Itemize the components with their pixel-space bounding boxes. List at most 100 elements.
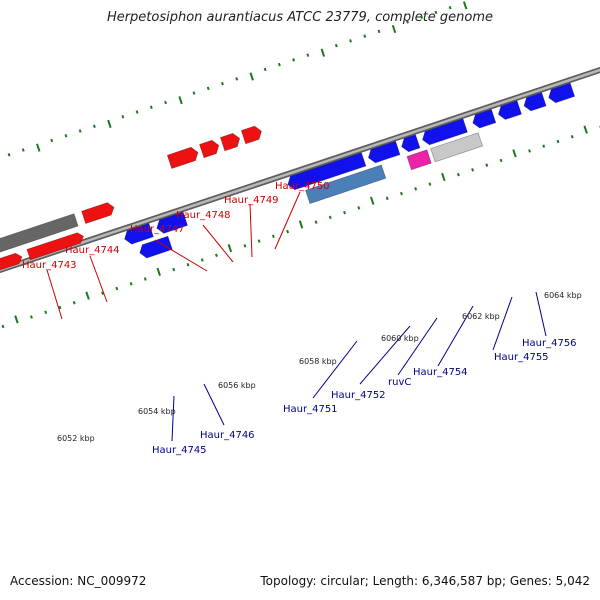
scale-tick — [36, 143, 41, 152]
scale-tick — [271, 234, 275, 239]
scale-tick — [143, 277, 147, 281]
scale-label-6058-kbp: 6058 kbp — [299, 357, 337, 366]
scale-tick — [58, 305, 62, 310]
feature-pseudo — [430, 132, 484, 163]
gene-label-haur-4749: Haur_4749 — [224, 195, 279, 206]
scale-tick — [357, 206, 361, 210]
scale-tick — [78, 129, 82, 133]
gene — [81, 202, 115, 224]
scale-tick — [441, 172, 446, 182]
scale-tick — [21, 148, 25, 152]
leader-line — [154, 239, 208, 272]
scale-tick — [206, 86, 210, 91]
scale-tick — [215, 253, 218, 258]
scale-tick — [14, 315, 19, 324]
gene-haur-4751 — [287, 152, 367, 191]
leader-line — [249, 203, 253, 258]
scale-tick — [328, 215, 332, 220]
leader-line — [535, 291, 547, 337]
scale-tick — [556, 139, 560, 144]
scale-tick — [292, 58, 296, 62]
scale-tick — [400, 191, 403, 196]
scale-label-6060-kbp: 6060 kbp — [381, 334, 419, 343]
scale-label-6056-kbp: 6056 kbp — [218, 381, 256, 390]
genome-backbone — [0, 66, 600, 274]
scale-tick — [369, 196, 375, 205]
scale-tick — [385, 196, 389, 201]
rna-ruvc — [406, 149, 432, 171]
scale-tick — [349, 39, 352, 43]
scale-tick — [428, 182, 432, 186]
scale-tick — [235, 77, 239, 81]
gene — [0, 252, 23, 271]
scale-tick — [221, 81, 224, 86]
scale-tick — [107, 119, 112, 129]
scale-tick — [542, 144, 546, 148]
scale-tick — [178, 96, 183, 105]
map-title: Herpetosiphon aurantiacus ATCC 23779, co… — [106, 10, 494, 25]
scale-tick — [528, 149, 531, 153]
scale-tick — [462, 1, 468, 10]
scale-tick — [192, 91, 196, 95]
genome-summary: Topology: circular; Length: 6,346,587 bp… — [260, 574, 590, 588]
scale-tick — [406, 20, 409, 24]
backbone-highlight — [0, 68, 600, 272]
gene — [401, 134, 421, 153]
scale-tick — [186, 263, 190, 267]
leader-line — [397, 317, 438, 376]
scale-tick — [448, 5, 452, 10]
scale-tick — [149, 105, 153, 110]
scale-tick — [92, 124, 96, 129]
scale-tick — [7, 152, 11, 157]
gene-label-haur-4754: Haur_4754 — [413, 367, 468, 378]
scale-tick — [164, 100, 167, 105]
label-leaders — [46, 191, 547, 442]
scale-tick — [314, 220, 318, 224]
gene-haur-4747 — [166, 146, 199, 169]
scale-tick — [121, 115, 125, 119]
gene-label-haur-4747: Haur_4747 — [130, 224, 185, 235]
gene-label-haur-4744: Haur_4744 — [65, 245, 120, 256]
scale-tick — [512, 149, 517, 158]
scale-tick — [1, 324, 5, 329]
gene-label-haur-4750: Haur_4750 — [275, 181, 330, 192]
scale-tick — [298, 220, 304, 229]
gene-label-haur-4743: Haur_4743 — [22, 260, 77, 271]
gene-haur-4745 — [139, 235, 173, 259]
scale-tick — [243, 244, 247, 248]
leader-line — [46, 269, 63, 320]
gene-label-haur-4748: Haur_4748 — [176, 210, 231, 221]
gene-haur-4743 — [26, 232, 85, 261]
scale-tick — [471, 168, 475, 172]
gene — [548, 82, 576, 104]
leader-line — [437, 305, 474, 367]
scale-tick — [363, 34, 367, 38]
scale-tick — [249, 72, 254, 81]
leader-line — [492, 296, 513, 351]
map-labels: Haur_4743 Haur_4744 Haur_4747 Haur_4748 Haur… — [22, 181, 582, 456]
scale-tick — [334, 43, 338, 48]
scale-tick — [414, 187, 418, 191]
scale-tick — [50, 138, 54, 143]
gene-haur-4756 — [497, 100, 522, 120]
scale-tick — [85, 291, 90, 300]
scale-tick — [277, 62, 281, 67]
gene-label-ruvc: ruvC — [388, 377, 411, 388]
scale-tick — [172, 267, 176, 272]
leader-line — [312, 340, 358, 399]
leader-line — [89, 255, 108, 303]
gene-haur-4748 — [199, 139, 220, 159]
leader-line — [274, 191, 301, 250]
scale-tick — [306, 53, 310, 57]
accession-label: Accession: NC_009972 — [10, 574, 147, 588]
scale-tick — [499, 158, 503, 163]
scale-tick — [129, 282, 133, 286]
gene — [367, 140, 401, 164]
scale-tick — [377, 29, 381, 34]
gene-label-haur-4752: Haur_4752 — [331, 390, 386, 401]
scale-tick — [257, 239, 261, 243]
scale-tick — [263, 67, 267, 72]
scale-label-6062-kbp: 6062 kbp — [462, 312, 500, 321]
gene-haur-4749 — [219, 133, 241, 152]
